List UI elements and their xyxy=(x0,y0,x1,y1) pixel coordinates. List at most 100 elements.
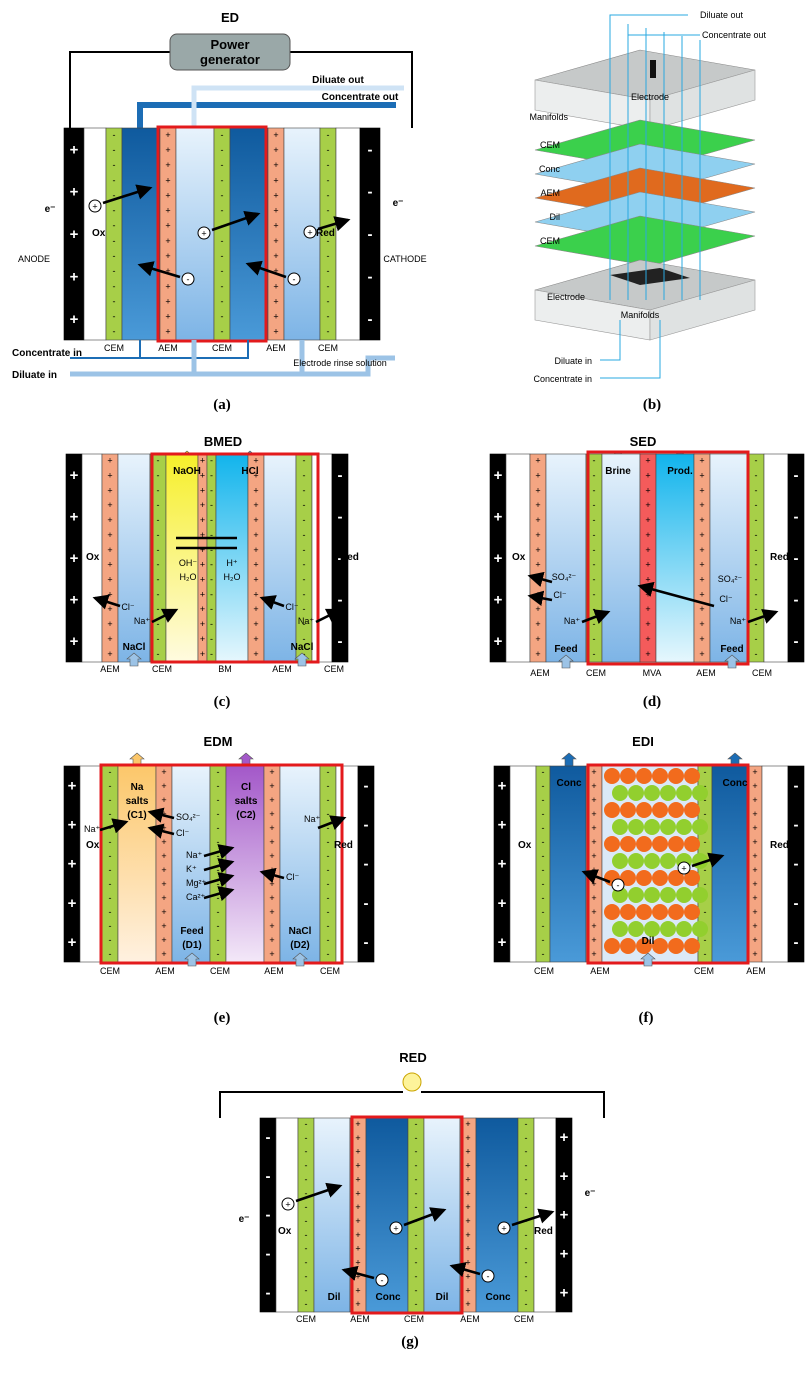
na-label: Na⁺ xyxy=(134,616,151,626)
plus-sign: + xyxy=(699,604,704,614)
minus-sign: - xyxy=(113,236,116,246)
conc-label: Conc xyxy=(557,778,582,789)
ox-label: Ox xyxy=(86,840,100,851)
electrode xyxy=(555,1117,573,1313)
resin-bead xyxy=(668,938,684,954)
ion-arrow xyxy=(403,1207,447,1227)
minus-sign: - xyxy=(327,795,330,805)
resin-bead xyxy=(604,768,620,784)
minus-sign: - xyxy=(327,327,330,337)
minus-sign: - xyxy=(210,471,213,481)
circuit-wire xyxy=(219,1091,605,1118)
ion-arrow xyxy=(449,1262,481,1278)
plus-sign: + xyxy=(752,781,757,791)
ox-label: Ox xyxy=(278,1226,292,1237)
minus-sign: - xyxy=(221,236,224,246)
minus-sign: - xyxy=(113,206,116,216)
plus-sign: + xyxy=(273,145,278,155)
layer-label: CEM xyxy=(540,236,560,246)
resin-bead xyxy=(628,819,644,835)
plus-sign: + xyxy=(165,266,170,276)
plus-sign: + xyxy=(465,1174,470,1184)
minus-sign: - xyxy=(415,1161,418,1171)
ion-arrow xyxy=(581,869,611,884)
cation-label: Ca²⁺ xyxy=(186,892,206,902)
plus-sign: + xyxy=(465,1244,470,1254)
electrode-minus: - xyxy=(794,550,799,567)
compartment xyxy=(505,453,531,663)
plus-sign: + xyxy=(253,471,258,481)
minus-sign: - xyxy=(305,1216,308,1226)
ion-arrow xyxy=(527,571,553,587)
minus-sign: - xyxy=(109,893,112,903)
minus-sign: - xyxy=(303,619,306,629)
minus-sign: - xyxy=(755,500,758,510)
electrode-plus: + xyxy=(70,311,79,328)
electrode-compartment xyxy=(335,127,361,341)
minus-sign: - xyxy=(542,935,545,945)
plus-sign: + xyxy=(591,809,596,819)
plus-sign: + xyxy=(752,935,757,945)
minus-sign: - xyxy=(327,893,330,903)
minus-sign: - xyxy=(327,921,330,931)
compartment xyxy=(763,453,789,663)
electrode-plus: + xyxy=(494,592,503,609)
minus-sign: - xyxy=(704,949,707,959)
minus-sign: - xyxy=(113,327,116,337)
concentrate-out-pipe xyxy=(137,102,396,128)
electrode-plus: + xyxy=(70,467,79,484)
minus-sign: - xyxy=(327,312,330,322)
plus-sign: + xyxy=(269,907,274,917)
minus-sign: - xyxy=(755,560,758,570)
ion-charge: + xyxy=(92,202,97,212)
minus-sign: - xyxy=(593,575,596,585)
plus-sign: + xyxy=(591,879,596,889)
layer-label: Conc xyxy=(539,164,561,174)
plus-sign: + xyxy=(269,809,274,819)
resin-bead xyxy=(604,904,620,920)
plus-sign: + xyxy=(269,781,274,791)
minus-sign: - xyxy=(303,545,306,555)
plus-sign: + xyxy=(752,879,757,889)
plus-sign: + xyxy=(535,471,540,481)
feed-label: Feed xyxy=(554,644,577,655)
plus-sign: + xyxy=(273,190,278,200)
plus-sign: + xyxy=(253,604,258,614)
minus-sign: - xyxy=(113,160,116,170)
hcl-label: HCl xyxy=(241,466,258,477)
compartment xyxy=(709,453,749,663)
ion-charge: + xyxy=(681,864,686,874)
minus-sign: - xyxy=(542,823,545,833)
minus-sign: - xyxy=(525,1161,528,1171)
electrode-plus: + xyxy=(498,934,507,951)
plus-sign: + xyxy=(591,767,596,777)
minus-sign: - xyxy=(210,500,213,510)
ion-charge: - xyxy=(487,1272,490,1282)
resin-bead xyxy=(644,819,660,835)
minus-sign: - xyxy=(542,879,545,889)
minus-sign: - xyxy=(755,604,758,614)
resin-bead xyxy=(676,887,692,903)
minus-sign: - xyxy=(109,795,112,805)
resin-bead xyxy=(684,870,700,886)
electrode-plus: + xyxy=(498,817,507,834)
compartment xyxy=(655,453,695,663)
minus-sign: - xyxy=(305,1174,308,1184)
electrode-minus: - xyxy=(364,934,369,951)
plus-sign: + xyxy=(165,160,170,170)
plus-sign: + xyxy=(253,649,258,659)
ion-charge: - xyxy=(293,275,296,285)
plus-sign: + xyxy=(273,130,278,140)
electrode xyxy=(787,453,805,663)
resin-bead xyxy=(620,802,636,818)
plus-sign: + xyxy=(465,1271,470,1281)
electrode-minus: - xyxy=(794,508,799,525)
ox-label: Ox xyxy=(92,228,106,239)
plus-sign: + xyxy=(161,935,166,945)
flow-arrow xyxy=(184,952,200,967)
minus-sign: - xyxy=(305,1202,308,1212)
plus-sign: + xyxy=(465,1147,470,1157)
minus-sign: - xyxy=(157,545,160,555)
resin-bead xyxy=(628,887,644,903)
membrane-label: AEM xyxy=(155,966,175,976)
